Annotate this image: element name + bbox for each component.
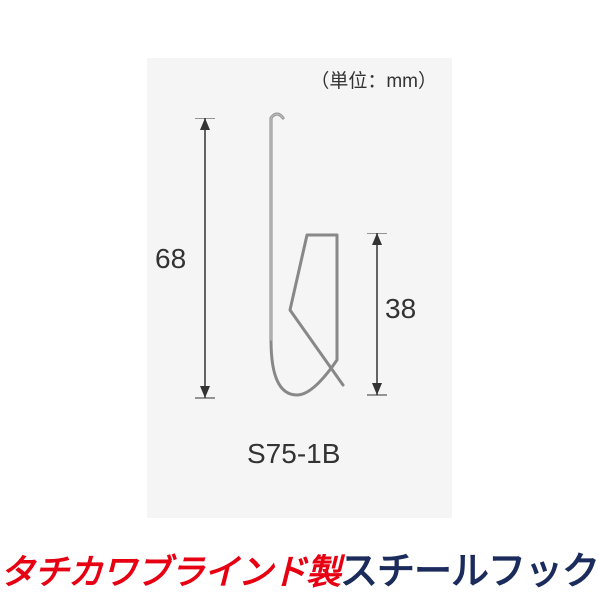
dimension-hook-value: 38 <box>385 293 416 325</box>
part-number: S75-1B <box>247 438 340 470</box>
dimension-full-height <box>195 118 215 408</box>
product-name: スチールフック <box>340 540 599 595</box>
unit-label: （単位：mm） <box>310 66 437 93</box>
diagram-panel: （単位：mm） 68 38 S75-1B <box>147 58 452 518</box>
brand-bar: タチカワブラインド製 スチールフック <box>0 540 600 595</box>
dimension-full-value: 68 <box>155 243 186 275</box>
maker-name: タチカワブラインド製 <box>0 544 340 595</box>
hook-illustration <box>265 110 365 400</box>
dimension-hook-height <box>367 233 387 403</box>
